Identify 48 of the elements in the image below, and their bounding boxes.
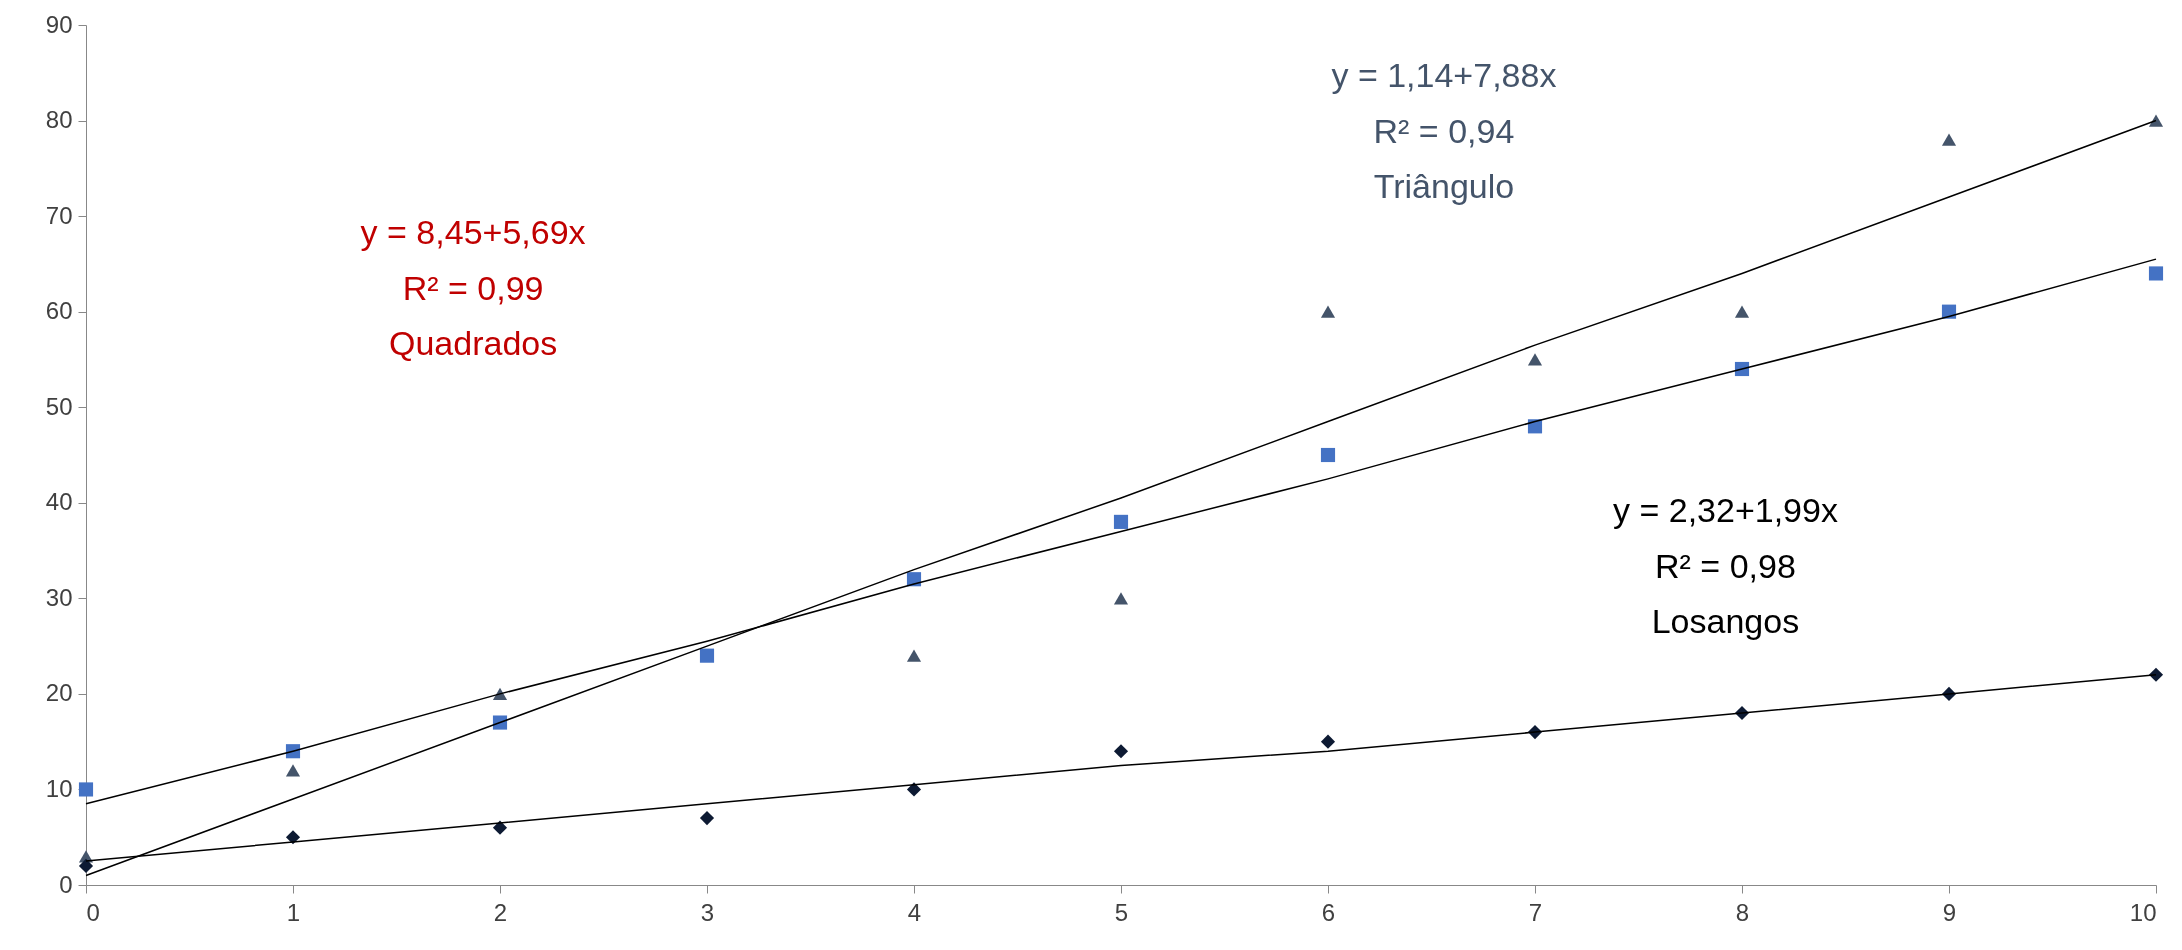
point	[1941, 133, 1957, 146]
point	[1113, 592, 1129, 605]
y-tick-label: 60	[45, 297, 73, 325]
point	[2148, 114, 2164, 127]
point	[78, 858, 94, 873]
x-tick-label: 5	[1114, 898, 1129, 926]
point	[699, 648, 715, 663]
point	[1320, 305, 1336, 318]
point	[2148, 266, 2164, 281]
y-tick-label: 30	[45, 583, 73, 611]
annotation: Quadrados	[388, 324, 558, 363]
point	[1113, 514, 1129, 529]
y-tick-label: 10	[45, 774, 73, 802]
x-tick-label: 6	[1321, 898, 1336, 926]
point	[285, 764, 301, 777]
point	[78, 782, 94, 797]
y-tick-label: 0	[59, 870, 73, 898]
y-tick-label: 90	[45, 10, 73, 38]
point	[1113, 744, 1129, 759]
annotation: R² = 0,94	[1373, 111, 1515, 150]
y-tick-label: 20	[45, 679, 73, 707]
annotation: R² = 0,99	[402, 268, 544, 307]
y-tick-label: 50	[45, 392, 73, 420]
annotation: Triângulo	[1373, 167, 1515, 206]
x-tick-label: 0	[86, 898, 100, 926]
annotation: Losangos	[1651, 602, 1800, 641]
x-tick-label: 9	[1942, 898, 1957, 926]
x-tick-label: 2	[493, 898, 508, 926]
x-tick-label: 4	[907, 898, 922, 926]
x-tick-label: 3	[700, 898, 715, 926]
point	[906, 649, 922, 662]
point	[699, 811, 715, 826]
y-tick-label: 80	[45, 106, 73, 134]
annotation: y = 1,14+7,88x	[1331, 55, 1557, 94]
y-tick-label: 70	[45, 201, 73, 229]
point	[1320, 734, 1336, 749]
annotation: y = 8,45+5,69x	[360, 213, 586, 252]
x-tick-label: 1	[286, 898, 301, 926]
point	[1527, 353, 1543, 366]
y-tick-label: 40	[45, 488, 73, 516]
point	[1320, 447, 1336, 463]
x-tick-label: 7	[1528, 898, 1543, 926]
point	[1734, 305, 1750, 318]
annotation: R² = 0,98	[1655, 546, 1796, 585]
annotation: y = 2,32+1,99x	[1612, 491, 1838, 530]
x-tick-label: 8	[1735, 898, 1750, 926]
x-tick-label: 10	[2129, 898, 2157, 926]
point	[906, 782, 922, 797]
